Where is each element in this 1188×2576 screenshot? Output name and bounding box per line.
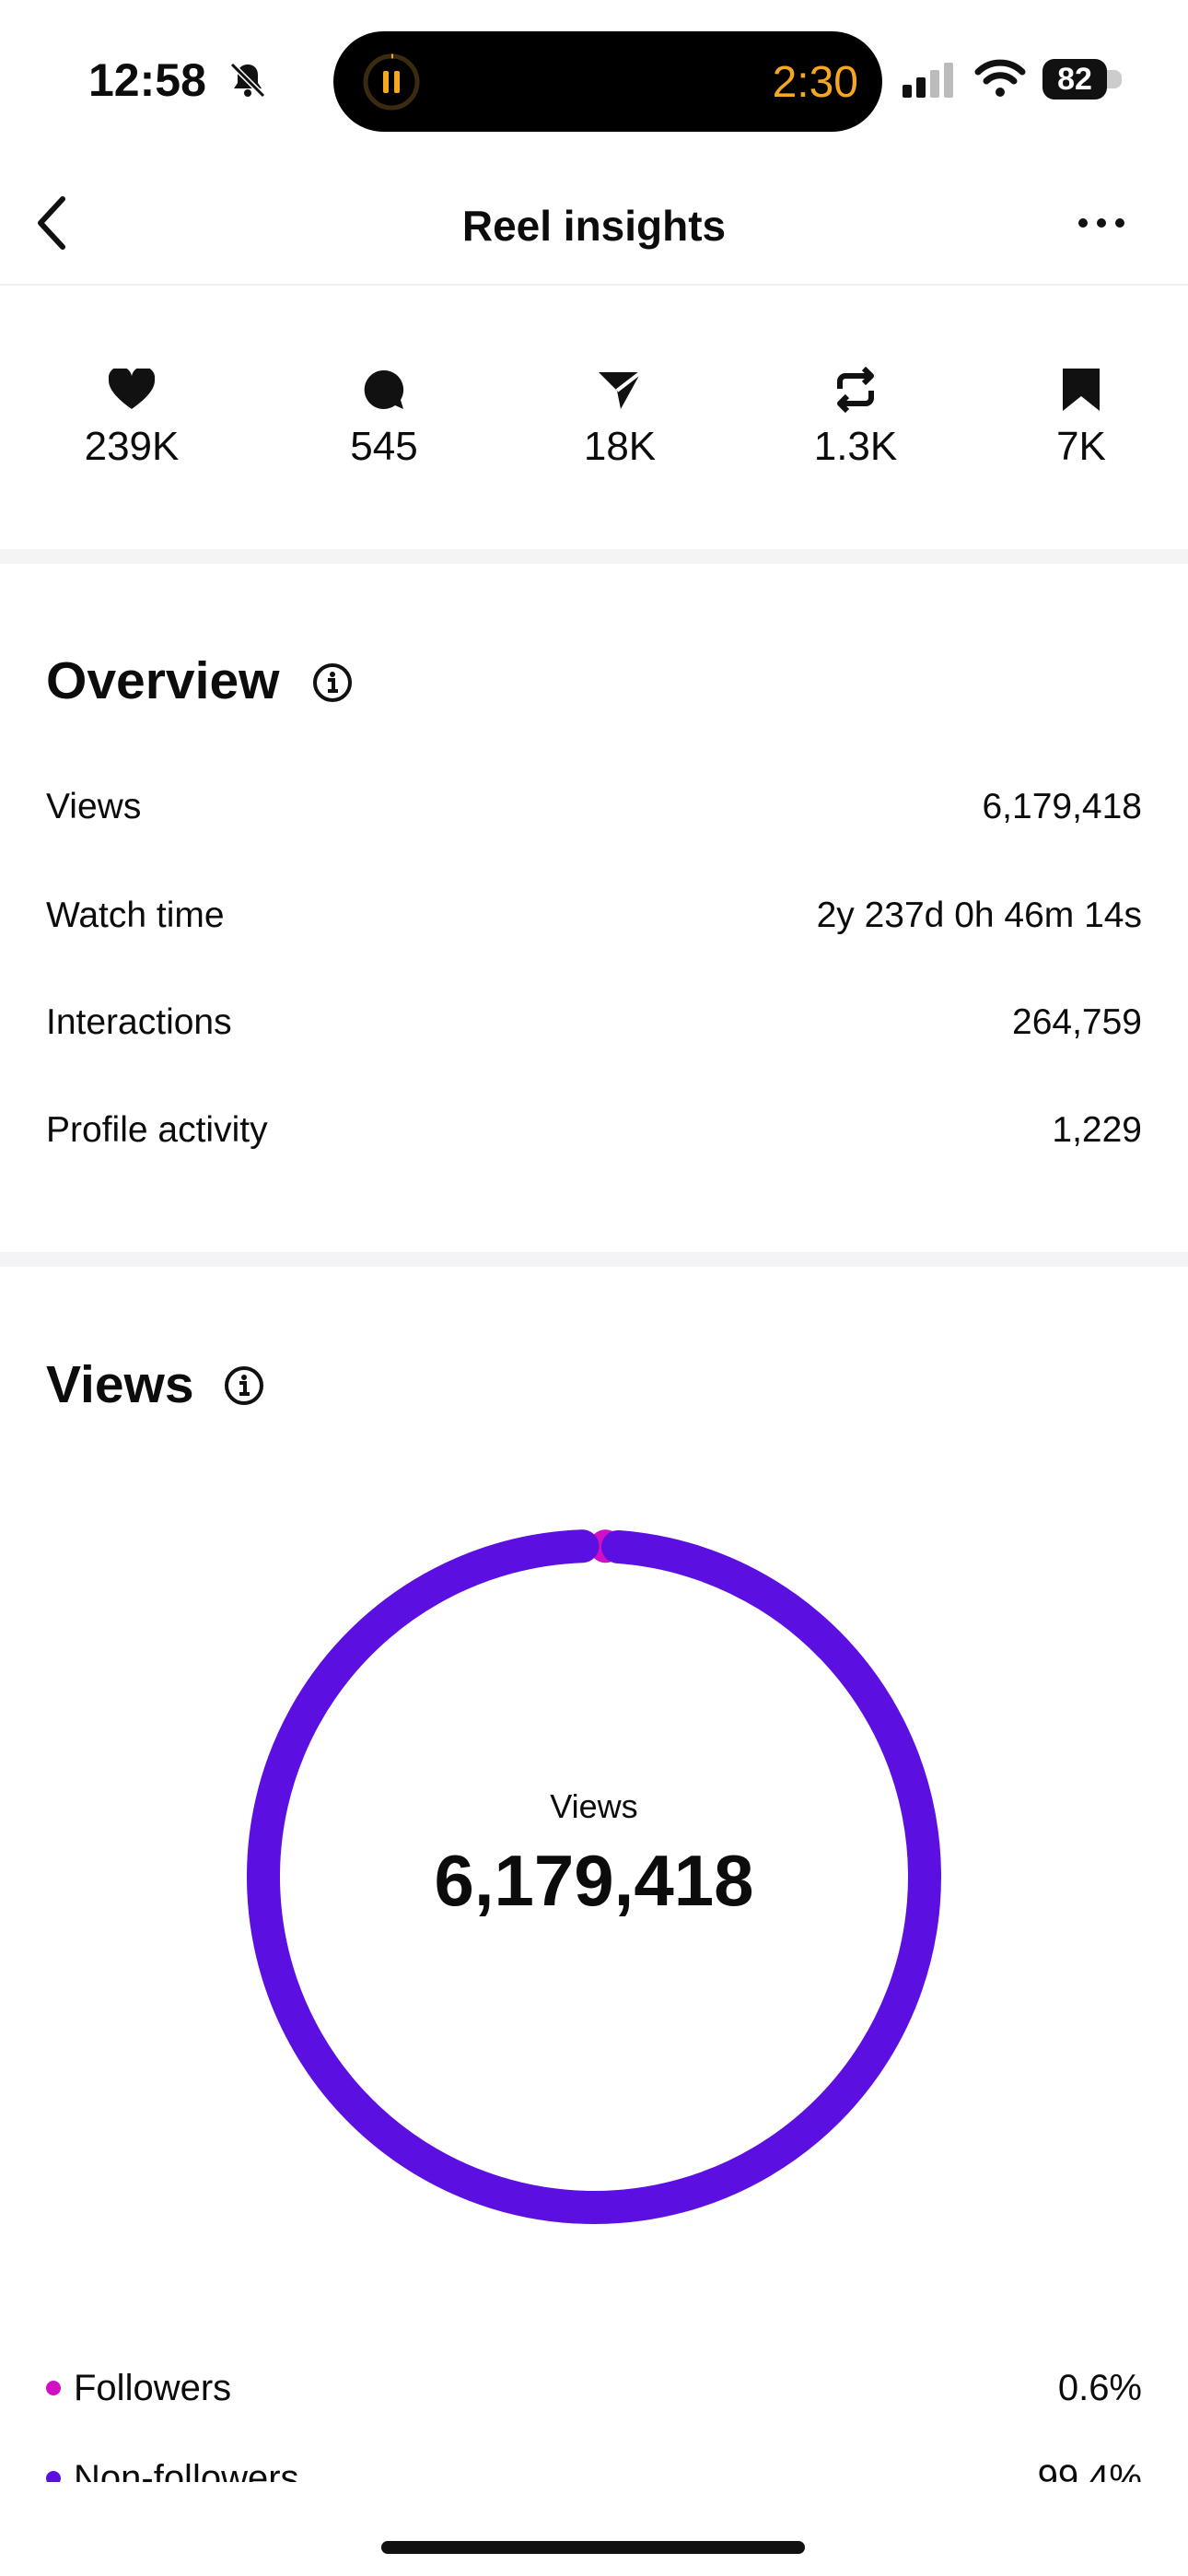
overview-row: Interactions 264,759 <box>46 995 1142 1050</box>
section-gap <box>0 549 1188 564</box>
row-value: 1,229 <box>1052 1110 1142 1150</box>
overview-row: Views 6,179,418 <box>46 779 1142 835</box>
stat-value: 239K <box>84 424 180 469</box>
battery: 82 <box>1042 59 1107 100</box>
legend-value: 0.6% <box>1057 2367 1142 2408</box>
donut-segment <box>247 1529 941 2224</box>
section-gap <box>0 1252 1188 1267</box>
timer: 2:30 <box>772 58 858 107</box>
dynamic-island[interactable]: 2:30 <box>333 31 882 132</box>
header-title: Reel insights <box>461 202 727 250</box>
comment-icon <box>364 369 404 409</box>
share-icon <box>599 370 643 409</box>
row-value: 264,759 <box>1012 1002 1142 1042</box>
row-value: 2y 237d 0h 46m 14s <box>816 896 1142 935</box>
wifi-icon <box>974 59 1026 97</box>
battery-cap <box>1107 70 1122 88</box>
more-button[interactable] <box>1076 212 1127 234</box>
row-value: 6,179,418 <box>982 787 1142 826</box>
donut-center-label: Views <box>550 1787 638 1825</box>
legend-value: 99.4% <box>1037 2457 1142 2483</box>
stat-value: 545 <box>350 424 418 469</box>
mute-icon <box>229 62 266 99</box>
legend-label: Non-followers <box>74 2457 299 2483</box>
legend-label: Followers <box>74 2367 232 2408</box>
row-label: Views <box>46 787 142 826</box>
donut-center-value: 6,179,418 <box>434 1840 754 1921</box>
stat-value: 1.3K <box>813 424 898 469</box>
like-icon <box>109 369 155 409</box>
legend-item: Non-followers <box>46 2457 299 2483</box>
clock: 12:58 <box>88 54 206 106</box>
row-label: Profile activity <box>46 1110 268 1150</box>
row-label: Interactions <box>46 1002 232 1042</box>
repost-icon <box>837 367 874 413</box>
divider <box>0 284 1188 286</box>
info-icon[interactable] <box>223 1364 265 1407</box>
stat-value: 7K <box>1056 424 1106 469</box>
legend-swatch <box>46 2381 61 2395</box>
signal-icon <box>903 63 953 98</box>
home-indicator <box>381 2541 805 2554</box>
content: 12:58 2:30 82 Reel insights 239K 545 18K 1.… <box>0 31 1188 2482</box>
pause-icon <box>363 53 420 111</box>
back-button[interactable] <box>33 193 70 252</box>
legend-item: Followers <box>46 2368 231 2409</box>
overview-row: Watch time 2y 237d 0h 46m 14s <box>46 888 1142 943</box>
saved-icon <box>1063 369 1100 411</box>
legend-row: Non-followers 99.4% <box>46 2451 1142 2482</box>
legend-row: Followers 0.6% <box>46 2360 1142 2416</box>
donut-chart <box>247 1529 941 2224</box>
stat-value: 18K <box>583 424 657 469</box>
row-label: Watch time <box>46 896 225 935</box>
info-icon[interactable] <box>311 662 354 704</box>
legend-swatch <box>46 2471 61 2482</box>
overview-row: Profile activity 1,229 <box>46 1103 1142 1158</box>
views-title: Views <box>46 1355 194 1414</box>
overview-title: Overview <box>46 651 280 710</box>
